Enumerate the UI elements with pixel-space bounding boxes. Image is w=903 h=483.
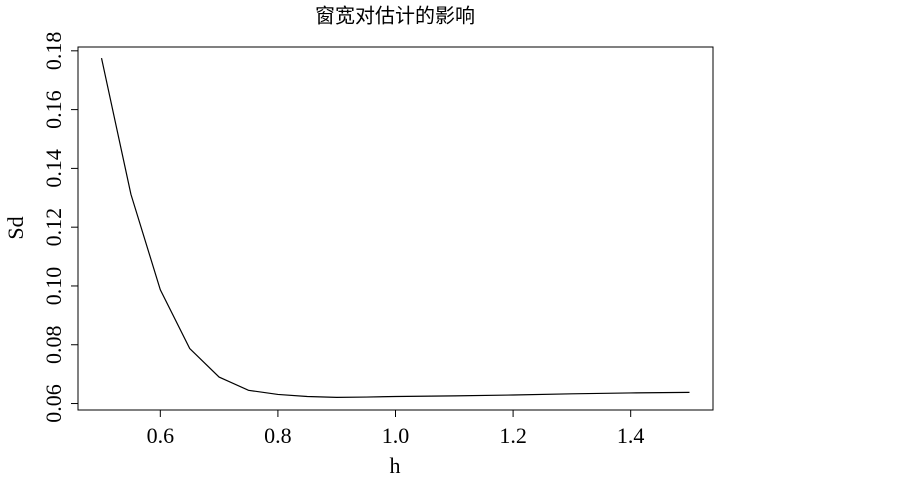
x-tick-label: 0.8 — [264, 423, 292, 448]
plot-frame — [77, 46, 714, 411]
y-tick-label: 0.16 — [41, 90, 66, 129]
y-tick-label: 0.18 — [41, 32, 66, 71]
data-line — [100, 58, 690, 398]
x-tick-label: 1.0 — [382, 423, 410, 448]
y-tick-label: 0.08 — [41, 325, 66, 364]
y-tick-label: 0.10 — [41, 267, 66, 306]
y-tick-label: 0.14 — [41, 149, 66, 188]
x-axis-label: h — [390, 453, 401, 478]
x-tick-label: 1.4 — [617, 423, 645, 448]
chart-title: 窗宽对估计的影响 — [315, 4, 475, 28]
y-axis-label: Sd — [3, 216, 28, 239]
y-tick-label: 0.06 — [41, 384, 66, 423]
x-tick-label: 1.2 — [499, 423, 527, 448]
y-tick-label: 0.12 — [41, 208, 66, 247]
x-tick-label: 0.6 — [147, 423, 175, 448]
